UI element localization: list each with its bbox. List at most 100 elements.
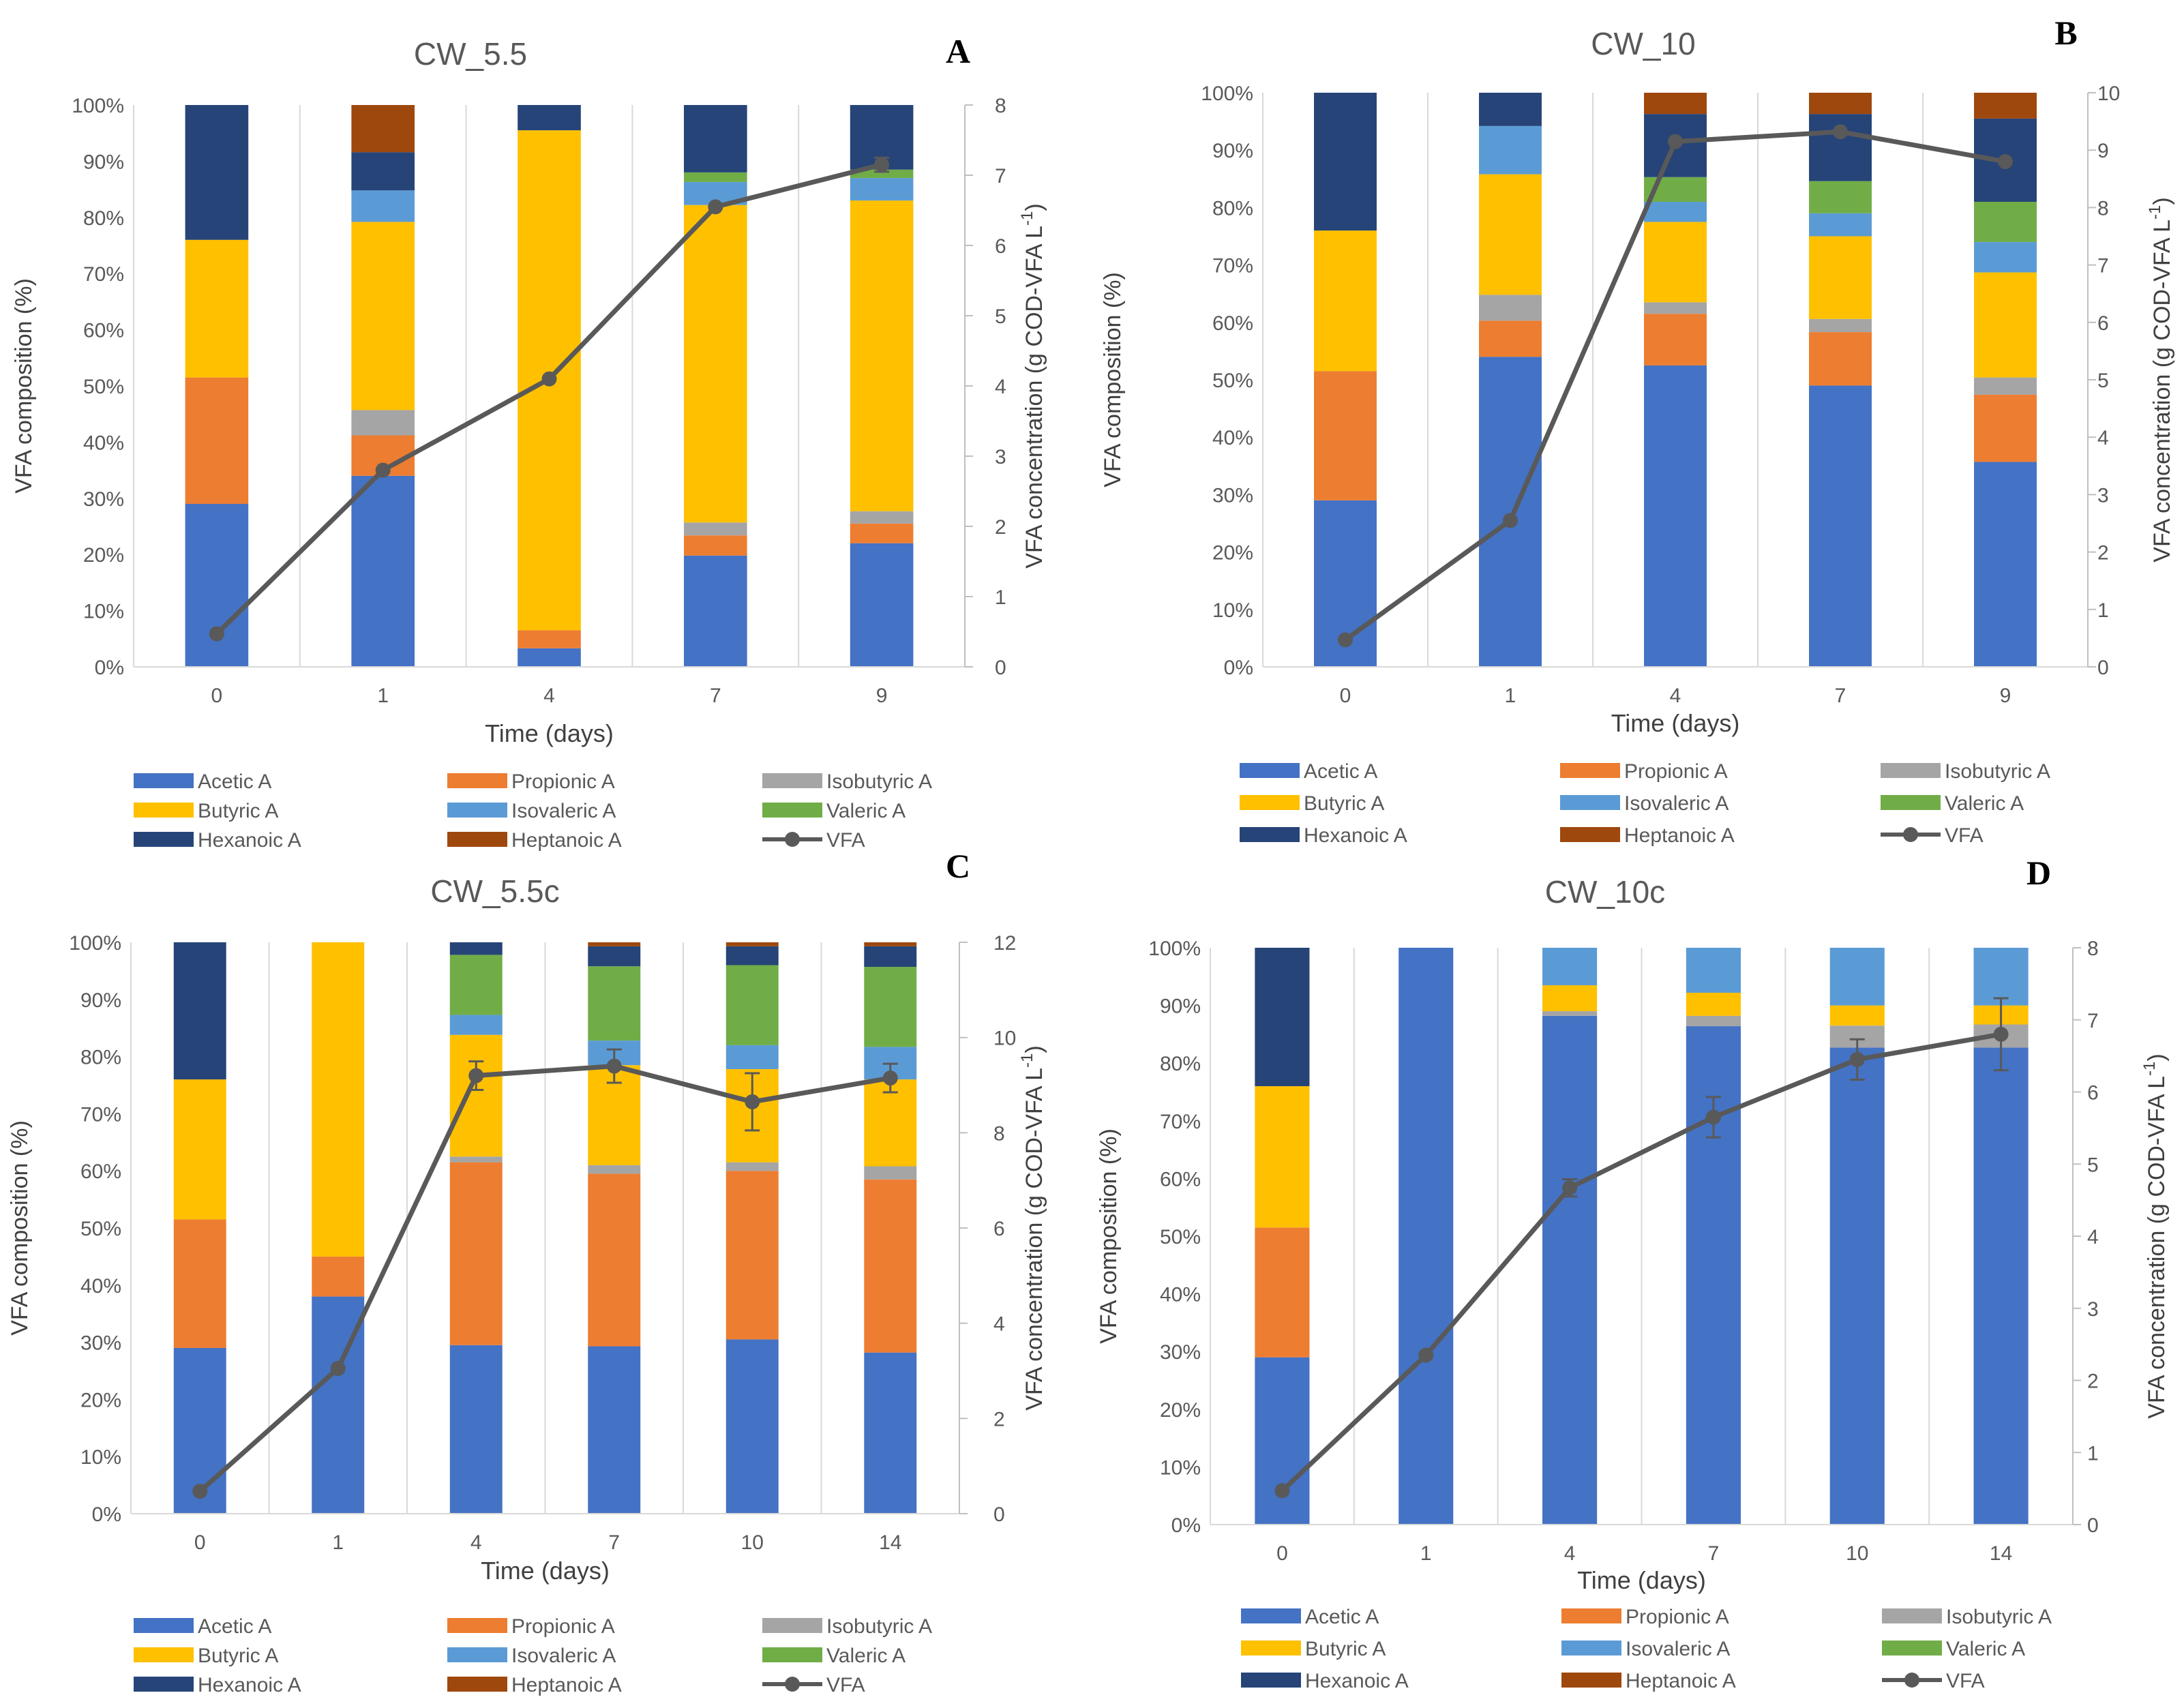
y2-tick-label: 1 <box>995 586 1006 609</box>
y2-axis-label: VFA concentration (g COD-VFA L-1) <box>2140 1053 2170 1418</box>
bar-isobutyric-a-day-10 <box>725 1162 779 1171</box>
legend-label-hexanoic-a: Hexanoic A <box>1304 824 1407 847</box>
bar-isobutyric-a-day-4 <box>1542 1011 1598 1016</box>
legend-label-vfa: VFA <box>826 1674 865 1696</box>
bar-isovaleric-a-day-1 <box>1479 125 1542 175</box>
bar-isovaleric-a-day-14 <box>1973 948 2029 1006</box>
y-tick-label: 10% <box>83 601 124 623</box>
legend-swatch-acetic-a <box>134 1618 194 1633</box>
chart-panel-a: CW_5.5 A 0% 10% 20% 30% 40% 50% 60% 70% 80% 90% 100%… <box>11 32 1047 852</box>
legend-label-acetic-a: Acetic A <box>1304 760 1377 783</box>
chart-panel-c: CW_5.5cC0%10%20%30%40%50%60%70%80%90%100… <box>7 847 1047 1696</box>
x-tick-label: 1 <box>1505 685 1516 707</box>
y2-tick-label: 2 <box>2087 1370 2099 1393</box>
y2-tick-label: 8 <box>2087 938 2099 960</box>
x-tick-label: 14 <box>1990 1542 2012 1565</box>
vfa-point-day-0 <box>1274 1483 1290 1499</box>
bar-acetic-a-day-1 <box>1398 948 1454 1525</box>
panel-letter: A <box>946 32 970 70</box>
bar-butyric-a-day-4 <box>449 1034 503 1157</box>
bar-acetic-a-day-1 <box>1479 357 1542 667</box>
y-tick-label: 0% <box>95 657 124 679</box>
legend-swatch-hexanoic-a <box>1241 1673 1301 1688</box>
legend-swatch-propionic-a <box>447 1618 507 1633</box>
y2-tick-label: 7 <box>2097 255 2109 278</box>
y2-tick-label: 8 <box>993 1122 1005 1145</box>
legend-label-isovaleric-a: Isovaleric A <box>511 800 616 822</box>
vfa-point-day-7 <box>1705 1109 1721 1125</box>
y2-label-main: VFA concentration (g COD-VFA L <box>1021 226 1047 569</box>
y-tick-label: 70% <box>83 263 124 286</box>
legend-swatch-butyric-a <box>134 803 194 818</box>
legend-label-propionic-a: Propionic A <box>1624 760 1728 783</box>
y2-label-tail: ) <box>2144 1053 2170 1061</box>
bar-acetic-a-day-9 <box>1974 462 2037 667</box>
bar-propionic-a-day-0 <box>185 377 249 505</box>
y-tick-label: 30% <box>83 488 124 511</box>
bar-isobutyric-a-day-7 <box>1686 1015 1741 1027</box>
bar-acetic-a-day-0 <box>185 504 249 667</box>
y-tick-label: 30% <box>1160 1341 1201 1364</box>
bar-hexanoic-a-day-1 <box>351 152 415 191</box>
y-axis-label: VFA composition (%) <box>7 1120 33 1336</box>
legend-label-isobutyric-a: Isobutyric A <box>826 770 932 793</box>
y2-tick-label: 6 <box>2087 1082 2099 1105</box>
bar-butyric-a-day-7 <box>1809 236 1872 319</box>
y2-tick-label: 2 <box>995 516 1006 539</box>
y2-tick-label: 3 <box>2097 484 2109 507</box>
x-tick-label: 7 <box>1708 1542 1720 1565</box>
y2-tick-label: 2 <box>2097 542 2109 565</box>
y2-tick-label: 0 <box>995 657 1006 679</box>
legend-label-vfa: VFA <box>1945 824 1984 847</box>
legend-swatch-butyric-a <box>1241 1640 1301 1655</box>
bar-acetic-a-day-4 <box>1542 1015 1598 1525</box>
bar-propionic-a-day-4 <box>449 1162 503 1345</box>
y-tick-label: 10% <box>80 1446 121 1469</box>
bar-butyric-a-day-0 <box>1255 1086 1310 1228</box>
y-tick-label: 40% <box>83 432 124 454</box>
vfa-point-day-10 <box>1849 1051 1865 1067</box>
bar-hexanoic-a-day-7 <box>588 946 641 967</box>
x-tick-label: 14 <box>879 1531 901 1554</box>
x-tick-label: 10 <box>1846 1542 1868 1565</box>
y2-tick-label: 1 <box>2097 599 2109 622</box>
x-tick-label: 7 <box>1835 685 1846 707</box>
legend: Acetic A Propionic A Isobutyric A Butyric A… <box>1240 760 2050 847</box>
bar-isobutyric-a-day-7 <box>588 1165 641 1174</box>
y2-tick-label: 8 <box>2097 197 2109 220</box>
y2-label-main: VFA concentration (g COD-VFA L <box>1021 1068 1047 1411</box>
bar-heptanoic-a-day-7 <box>588 942 641 946</box>
y2-tick-label: 7 <box>2087 1010 2099 1032</box>
legend-label-isovaleric-a: Isovaleric A <box>1626 1638 1730 1660</box>
x-tick-label: 4 <box>1564 1542 1576 1565</box>
bar-isobutyric-a-day-1 <box>1479 295 1542 321</box>
y-tick-label: 100% <box>72 95 124 117</box>
legend-swatch-butyric-a <box>1240 795 1300 810</box>
legend-swatch-valeric-a <box>762 1647 822 1662</box>
bar-hexanoic-a-day-7 <box>1809 114 1872 181</box>
bar-valeric-a-day-9 <box>850 169 914 179</box>
bar-butyric-a-day-7 <box>683 205 747 523</box>
y-tick-label: 60% <box>1212 312 1253 335</box>
y-tick-label: 80% <box>1160 1053 1201 1075</box>
legend-swatch-propionic-a <box>1561 1608 1621 1623</box>
legend-swatch-acetic-a <box>1241 1608 1301 1623</box>
legend-swatch-hexanoic-a <box>134 832 194 847</box>
legend-label-valeric-a: Valeric A <box>1946 1638 2025 1660</box>
legend-label-isovaleric-a: Isovaleric A <box>511 1645 616 1667</box>
bar-hexanoic-a-day-0 <box>173 942 226 1080</box>
bar-valeric-a-day-7 <box>683 172 747 182</box>
bar-butyric-a-day-9 <box>1974 272 2037 378</box>
bar-acetic-a-day-14 <box>864 1352 917 1514</box>
y-tick-label: 100% <box>1201 83 1253 105</box>
x-tick-label: 1 <box>377 685 389 707</box>
legend-swatch-propionic-a <box>1560 763 1620 778</box>
y2-label-main: VFA concentration (g COD-VFA L <box>2144 1076 2170 1419</box>
y-tick-label: 20% <box>1212 542 1253 565</box>
y2-tick-label: 9 <box>2097 140 2109 162</box>
legend-swatch-isobutyric-a <box>762 773 822 788</box>
x-axis-label: Time (days) <box>1577 1566 1706 1594</box>
legend-label-hexanoic-a: Hexanoic A <box>198 829 301 852</box>
bar-valeric-a-day-14 <box>864 967 917 1047</box>
